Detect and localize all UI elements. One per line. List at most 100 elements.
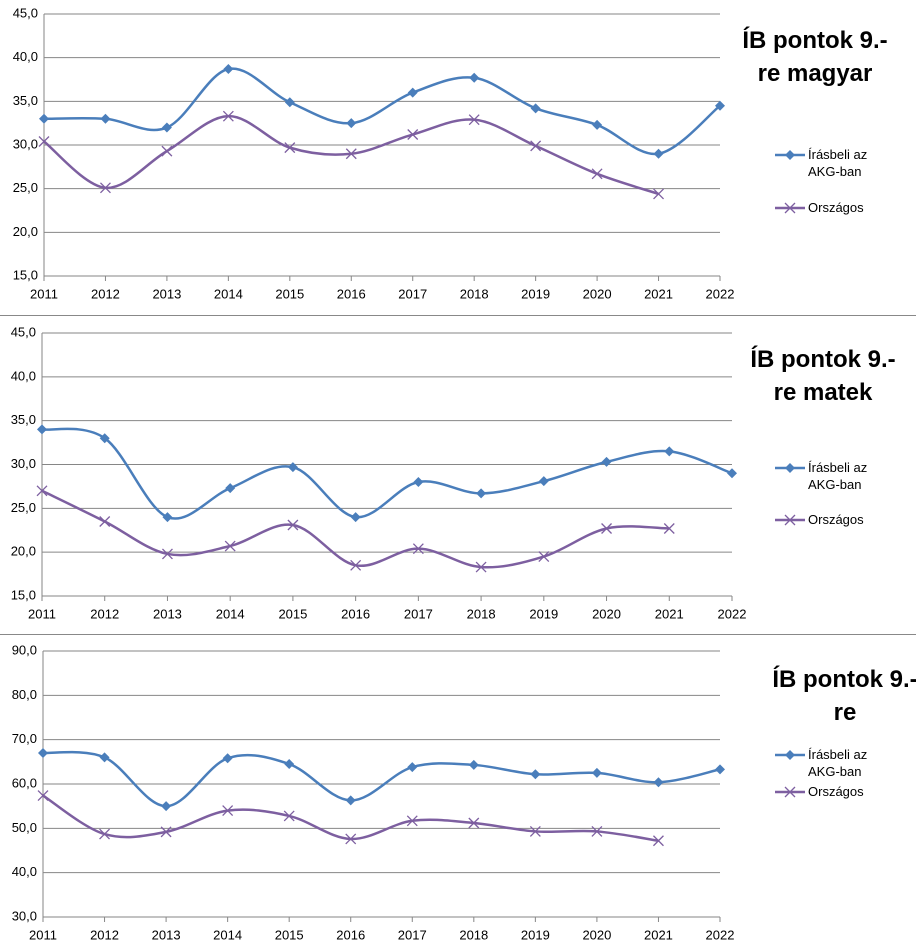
marker <box>284 759 295 770</box>
marker <box>664 446 675 457</box>
x-tick-label: 2014 <box>214 286 243 301</box>
marker <box>407 129 419 140</box>
x-tick-label: 2013 <box>152 286 181 301</box>
chart-svg: 15,0 20,0 25,0 30,0 35,0 40,0 45,0 2011 2012 2013… <box>13 5 805 301</box>
y-tick-label: 90,0 <box>12 642 37 657</box>
chart-title: ÍB pontok 9.-re <box>772 666 916 726</box>
chart: 15,0 20,0 25,0 30,0 35,0 40,0 45,0 2011 2012 2013… <box>0 0 916 315</box>
marker <box>284 97 295 108</box>
x-tick-label: 2012 <box>91 286 120 301</box>
x-tick-label: 2021 <box>644 927 673 942</box>
x-tick-label: 2011 <box>30 286 58 301</box>
marker <box>784 786 796 798</box>
marker <box>530 103 541 114</box>
marker <box>407 762 418 773</box>
marker <box>407 87 418 98</box>
x-tick-label: 2020 <box>582 927 611 942</box>
x-tick-label: 2016 <box>337 286 366 301</box>
marker <box>406 815 418 827</box>
marker <box>99 182 111 194</box>
y-tick-label: 35,0 <box>13 93 38 108</box>
y-tick-label: 80,0 <box>12 687 37 702</box>
marker <box>37 790 49 801</box>
marker <box>39 113 49 124</box>
marker <box>601 523 613 534</box>
y-tick-label: 25,0 <box>13 180 38 195</box>
marker <box>412 543 424 555</box>
marker <box>785 750 795 760</box>
legend-label: Írásbeli az AKG-ban <box>808 747 868 779</box>
y-tick-label: 30,0 <box>13 136 38 151</box>
x-tick-label: 2011 <box>28 606 56 621</box>
chart-svg: 15,0 20,0 25,0 30,0 35,0 40,0 45,0 2011 2012 2013… <box>11 324 805 621</box>
marker <box>784 202 796 214</box>
separator <box>0 315 916 316</box>
y-tick-label: 15,0 <box>13 267 38 282</box>
x-tick-label: 2013 <box>153 606 182 621</box>
marker <box>161 801 172 812</box>
marker <box>161 145 173 157</box>
marker <box>530 769 541 780</box>
marker <box>224 540 236 552</box>
marker <box>37 424 47 435</box>
marker <box>287 462 298 473</box>
marker <box>222 805 234 817</box>
x-tick-label: 2012 <box>90 927 119 942</box>
marker <box>476 488 487 499</box>
x-tick-label: 2018 <box>467 606 496 621</box>
x-tick-label: 2022 <box>706 927 735 942</box>
chart-title: ÍB pontok 9.-re magyar <box>742 27 888 87</box>
y-tick-label: 40,0 <box>13 49 38 64</box>
y-tick-label: 30,0 <box>12 908 37 923</box>
marker <box>222 110 234 122</box>
marker <box>785 150 795 160</box>
marker <box>161 548 173 560</box>
marker <box>38 136 50 147</box>
marker <box>727 468 737 479</box>
series-line <box>42 750 721 808</box>
chart-title: ÍB pontok 9.-re matek <box>750 346 896 406</box>
marker <box>36 485 48 497</box>
x-tick-label: 2017 <box>398 286 427 301</box>
legend-label: Írásbeli az AKG-ban <box>808 460 868 492</box>
y-tick-label: 25,0 <box>11 500 36 515</box>
y-tick-label: 20,0 <box>11 544 36 559</box>
marker <box>592 119 603 130</box>
series-line <box>41 427 733 520</box>
marker <box>223 64 234 75</box>
legend-label: Országos <box>808 512 864 527</box>
marker <box>160 826 172 838</box>
x-tick-label: 2017 <box>404 606 433 621</box>
marker <box>715 100 725 111</box>
marker <box>784 514 796 526</box>
y-tick-label: 30,0 <box>11 456 36 471</box>
x-tick-label: 2017 <box>398 927 427 942</box>
marker <box>601 456 612 467</box>
marker <box>529 825 541 837</box>
marker <box>345 148 357 160</box>
marker <box>99 516 111 527</box>
marker <box>283 810 295 822</box>
marker <box>591 767 602 778</box>
marker <box>161 122 172 133</box>
marker <box>468 114 480 126</box>
marker <box>469 72 480 83</box>
series-line <box>41 489 670 569</box>
marker <box>287 519 299 531</box>
y-tick-label: 60,0 <box>12 775 37 790</box>
separator <box>0 634 916 635</box>
x-tick-label: 2013 <box>152 927 181 942</box>
legend-label: Országos <box>808 784 864 799</box>
y-tick-label: 40,0 <box>11 368 36 383</box>
marker <box>468 817 480 829</box>
y-tick-label: 20,0 <box>13 224 38 239</box>
marker <box>468 759 479 770</box>
x-tick-label: 2020 <box>583 286 612 301</box>
x-tick-label: 2018 <box>459 927 488 942</box>
y-tick-label: 15,0 <box>11 587 36 602</box>
x-tick-label: 2015 <box>275 927 304 942</box>
x-tick-label: 2016 <box>341 606 370 621</box>
x-tick-label: 2011 <box>29 927 57 942</box>
chart: 30,0 40,0 50,0 60,0 70,0 80,0 90,0 2011 2012 2013… <box>0 636 916 947</box>
